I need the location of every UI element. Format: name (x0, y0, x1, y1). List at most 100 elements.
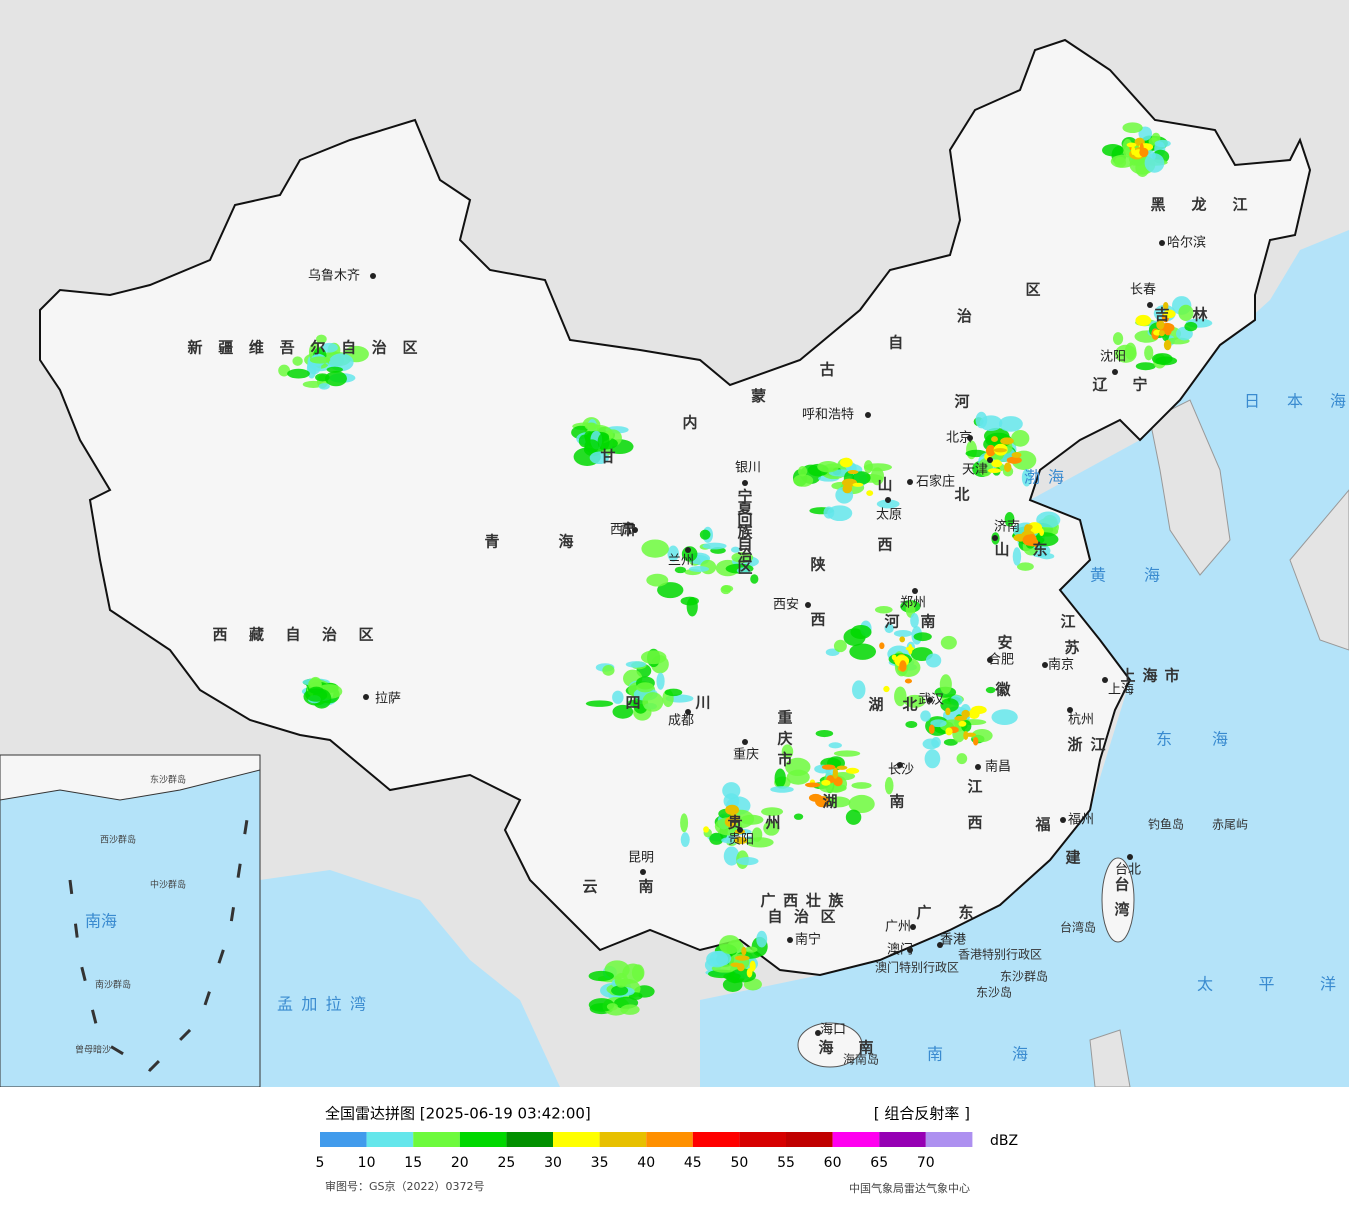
radar-echo (876, 499, 900, 509)
source: 中国气象局雷达气象中心 (849, 1181, 970, 1195)
radar-echo-strong (945, 727, 953, 736)
radar-echo-strong (993, 448, 1007, 453)
radar-echo (815, 729, 834, 738)
city-marker (1112, 369, 1118, 375)
radar-echo (939, 674, 952, 695)
island-label: 海南岛 (843, 1052, 879, 1067)
city-marker (885, 497, 891, 503)
radar-echo (730, 546, 740, 553)
radar-echo (894, 686, 907, 707)
radar-echo-strong (866, 490, 874, 496)
radar-echo-strong (972, 736, 979, 746)
city-marker (1159, 240, 1165, 246)
radar-echo (702, 542, 727, 550)
radar-echo-strong (852, 482, 864, 487)
radar-echo (731, 552, 754, 563)
city-marker (910, 924, 916, 930)
radar-echo-strong (821, 779, 831, 786)
city-label: 西安 (773, 598, 799, 613)
radar-echo-strong (733, 836, 748, 845)
unit: dBZ (990, 1133, 1018, 1149)
radar-echo (287, 368, 310, 379)
radar-echo (723, 846, 740, 866)
radar-echo (627, 699, 638, 707)
radar-echo (316, 334, 327, 344)
radar-echo (852, 471, 871, 485)
radar-echo-strong (703, 826, 710, 833)
radar-echo-strong (899, 660, 907, 672)
radar-echo-strong (847, 470, 859, 475)
radar-echo-strong (1135, 314, 1152, 327)
radar-echo-strong (991, 436, 998, 443)
inset-label: 南海 (85, 912, 117, 931)
scale-label: 70 (917, 1155, 935, 1171)
inset-map (0, 754, 261, 1088)
radar-echo-strong (1163, 302, 1169, 310)
radar-echo-strong (1163, 339, 1172, 351)
radar-echo (736, 857, 759, 866)
radar-echo (667, 545, 679, 562)
radar-echo (991, 709, 1018, 725)
scale-bin (646, 1132, 693, 1147)
approval-number: 审图号：GS京（2022）0372号 (325, 1179, 485, 1193)
radar-echo (1039, 553, 1055, 560)
scale-bin (366, 1132, 414, 1147)
city-label: 澳门 (887, 942, 913, 958)
city-marker (975, 764, 981, 770)
radar-echo (910, 613, 919, 628)
city-marker (1042, 662, 1048, 668)
radar-echo (326, 366, 343, 373)
color-scale: 5 10 15 20 25 30 35 40 45 50 55 60 65 70 (316, 1132, 973, 1171)
scale-label: 40 (637, 1155, 655, 1171)
city-marker (632, 527, 638, 533)
radar-echo (770, 786, 794, 793)
radar-echo (744, 946, 758, 953)
radar-echo (793, 474, 814, 487)
radar-echo-strong (734, 955, 750, 961)
radar-echo (1102, 143, 1124, 157)
radar-echo-strong (821, 764, 836, 770)
city-label: 贵阳 (728, 833, 754, 848)
radar-echo-strong (815, 796, 830, 808)
inset-label: 南沙群岛 (95, 979, 131, 991)
city-marker (907, 479, 913, 485)
scale-label: 45 (684, 1155, 702, 1171)
scale-bin (413, 1132, 460, 1147)
city-marker (787, 937, 793, 943)
radar-echo-strong (904, 678, 912, 684)
sea-label: 日本海 (1244, 392, 1346, 411)
radar-echo (828, 742, 842, 749)
radar-echo (611, 985, 629, 996)
radar-echo (680, 596, 699, 606)
radar-echo (833, 639, 847, 653)
radar-echo (1036, 511, 1061, 529)
radar-echo (884, 623, 894, 634)
radar-echo (1124, 342, 1137, 360)
city-label: 北京 (946, 431, 972, 446)
city-label: 海口 (820, 1023, 846, 1038)
radar-echo (620, 1004, 640, 1015)
radar-echo (636, 682, 655, 693)
scale-label: 65 (870, 1155, 888, 1171)
city-label: 香港 (940, 933, 966, 948)
legend-title: 全国雷达拼图 [2025-06-19 03:42:00] (325, 1105, 591, 1123)
radar-echo (781, 744, 794, 759)
radar-echo (640, 650, 667, 665)
radar-echo (688, 565, 709, 572)
province-label: 宁夏回族自治区 (736, 488, 753, 577)
japan (1289, 489, 1349, 651)
radar-echo (585, 700, 614, 707)
city-label: 上海 (1108, 683, 1134, 698)
inset-frame (0, 754, 261, 1088)
radar-echo-strong (836, 765, 848, 770)
city-label: 长春 (1130, 283, 1156, 298)
city-label: 武汉 (918, 693, 944, 708)
city-marker (912, 588, 918, 594)
city-marker (992, 535, 998, 541)
radar-echo (597, 433, 610, 451)
radar-echo-strong (987, 468, 1001, 474)
radar-echo (1122, 122, 1143, 134)
radar-echo (589, 451, 610, 465)
radar-echo (1151, 353, 1173, 365)
